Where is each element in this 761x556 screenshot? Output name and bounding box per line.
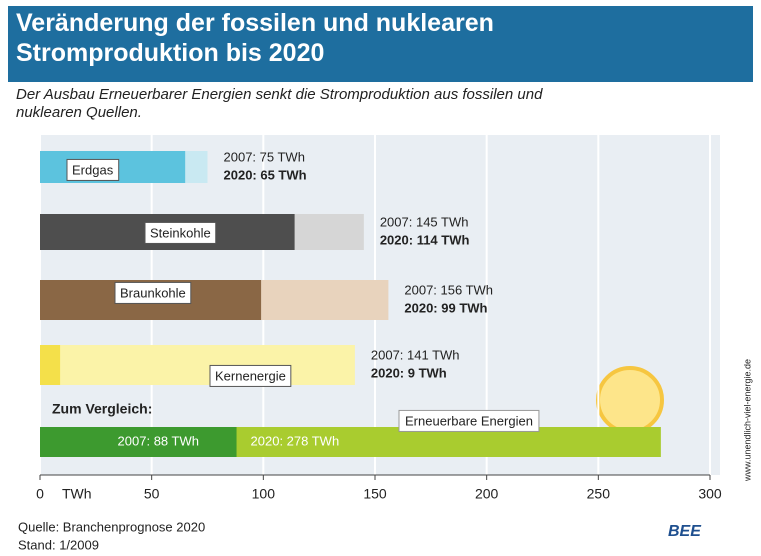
category-box: [144, 221, 217, 244]
value-label: 2007: 88 TWh: [118, 433, 199, 448]
bar: [40, 345, 355, 385]
value-label: 2020: 278 TWh: [251, 433, 340, 448]
value-label: 2020: 99 TWh: [404, 300, 487, 315]
x-tick-label: 100: [252, 486, 276, 502]
annotation: Zum Vergleich:: [52, 401, 152, 417]
chart-title: Veränderung der fossilen und nuklearen S…: [16, 9, 494, 67]
category-label: Kernenergie: [215, 368, 286, 383]
bar: [40, 427, 237, 457]
value-label: 2007: 141 TWh: [371, 347, 460, 362]
bar: [40, 345, 61, 385]
title-box: Veränderung der fossilen und nuklearen S…: [16, 9, 494, 67]
value-label: 2007: 145 TWh: [380, 214, 469, 229]
value-label: 2020: 9 TWh: [371, 365, 447, 380]
x-tick-label: 150: [363, 486, 387, 502]
x-tick-label: 50: [144, 486, 160, 502]
category-label: Erneuerbare Energien: [405, 413, 533, 428]
category-box: [209, 364, 292, 387]
value-label: 2020: 65 TWh: [224, 167, 307, 182]
category-label: Steinkohle: [150, 225, 211, 240]
value-label: 2007: 75 TWh: [224, 149, 305, 164]
x-axis-label: TWh: [62, 486, 92, 502]
x-tick-label: 300: [698, 486, 722, 502]
subtitle-box: Der Ausbau Erneuerbarer Energien senkt d…: [16, 86, 543, 121]
header: [8, 6, 753, 82]
credit: www.unendlich-viel-energie.de: [742, 359, 752, 482]
category-box: [66, 158, 120, 181]
category-box: [398, 409, 540, 432]
category-label: Erdgas: [72, 162, 114, 177]
logo: BEE: [668, 523, 702, 540]
value-label: 2007: 156 TWh: [404, 282, 493, 297]
date: Stand: 1/2009: [18, 537, 99, 552]
value-label: 2020: 114 TWh: [380, 232, 470, 247]
category-label: Braunkohle: [120, 285, 186, 300]
category-box: [114, 281, 192, 304]
chart-subtitle: Der Ausbau Erneuerbarer Energien senkt d…: [16, 86, 543, 121]
x-tick-label: 0: [36, 486, 44, 502]
x-tick-label: 250: [587, 486, 611, 502]
x-tick-label: 200: [475, 486, 499, 502]
sun-icon: [596, 366, 664, 434]
source: Quelle: Branchenprognose 2020: [18, 519, 205, 534]
